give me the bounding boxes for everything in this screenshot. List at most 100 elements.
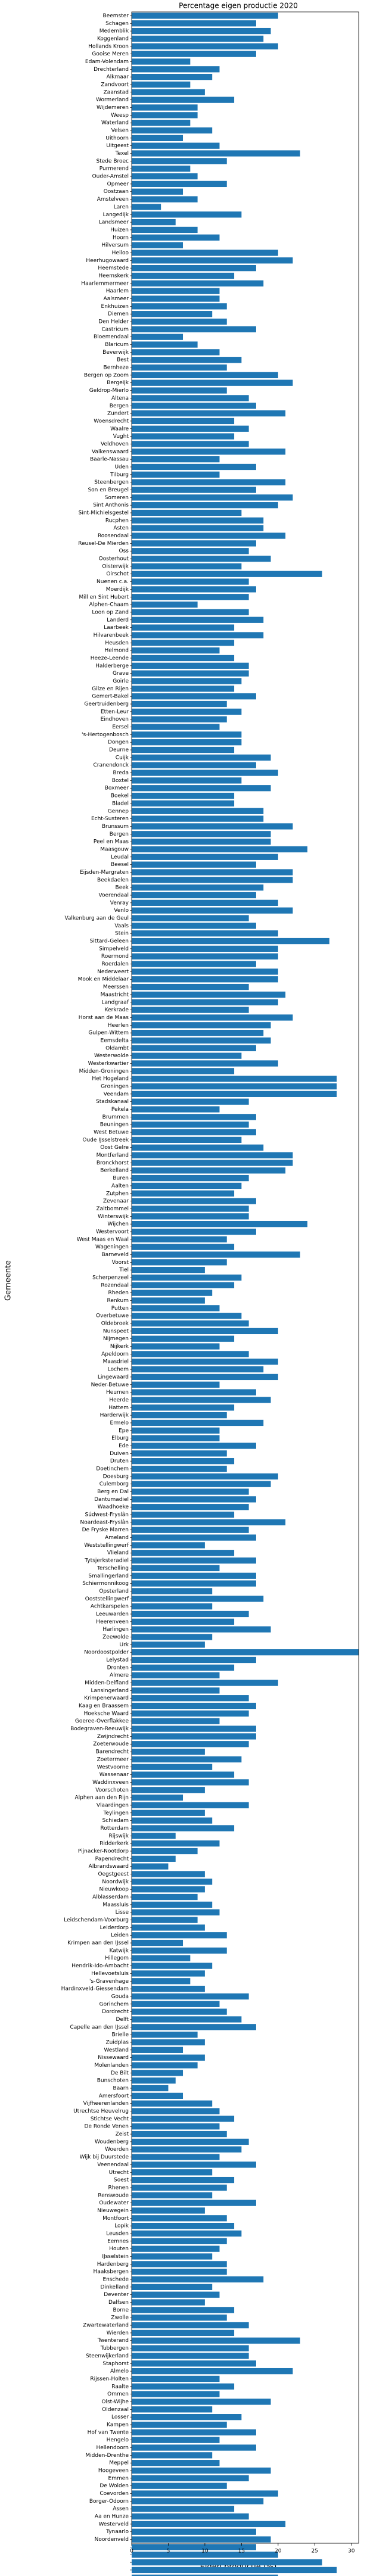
bar	[132, 318, 227, 325]
bar	[132, 2437, 220, 2443]
y-tick-label: Zaanstad	[104, 89, 129, 95]
y-tick-label: Assen	[113, 2506, 129, 2512]
y-tick-label: Capelle aan den IJssel	[70, 2024, 129, 2030]
y-tick-label: Oldebroek	[101, 1321, 129, 1327]
bar	[132, 877, 293, 883]
bar	[132, 1725, 256, 1732]
y-tick-label: Hardinxveld-Giessendam	[61, 1986, 129, 1992]
y-tick-label: Gilze en Rijen	[92, 686, 129, 692]
bar	[132, 861, 256, 868]
y-tick-label: Weststellingwerf	[84, 1543, 129, 1549]
y-tick-label: Reusel-De Mierden	[78, 541, 129, 547]
bar	[132, 937, 329, 945]
bar	[132, 1970, 205, 1977]
bar	[132, 1879, 213, 1885]
bar	[132, 770, 278, 776]
bar	[132, 1565, 220, 1572]
bar	[132, 2482, 227, 2489]
bar	[132, 731, 242, 738]
y-tick-label: Aalsmeer	[104, 296, 129, 302]
bar	[132, 884, 264, 891]
bar	[132, 2054, 205, 2061]
y-tick-label: Delft	[116, 2017, 129, 2023]
y-tick-label: Heiloo	[112, 250, 129, 256]
bar	[132, 2513, 249, 2520]
bar	[132, 1182, 242, 1189]
bar	[132, 265, 256, 272]
bar	[132, 1473, 278, 1479]
y-tick-label: Schagen	[105, 21, 129, 27]
y-tick-label: Meerssen	[103, 985, 129, 990]
bar	[132, 609, 249, 616]
bar	[132, 1244, 235, 1250]
bar	[132, 1748, 205, 1755]
y-tick-label: Vught	[113, 434, 129, 440]
bar	[132, 2230, 242, 2237]
y-tick-label: Groningen	[101, 1084, 129, 1090]
y-tick-label: Vlaardingen	[97, 1802, 129, 1808]
y-tick-label: Alkmaar	[107, 74, 129, 80]
bar	[132, 2559, 322, 2566]
y-tick-label: Noordoostpolder	[84, 1650, 129, 1656]
y-tick-label: Gouda	[111, 1993, 129, 1999]
y-tick-label: Tytsjerksteradiel	[84, 1558, 129, 1564]
bar	[132, 2192, 213, 2198]
y-tick-label: Pijnacker-Nootdorp	[78, 1848, 129, 1854]
y-tick-label: Hendrik-Ido-Ambacht	[71, 1963, 129, 1969]
bar	[132, 456, 220, 463]
y-tick-label: Bloemendaal	[94, 334, 129, 340]
y-tick-label: Maasgouw	[100, 846, 129, 852]
bar	[132, 1419, 264, 1426]
bar	[132, 2176, 235, 2183]
bar	[132, 1741, 249, 1748]
bar	[132, 51, 256, 57]
bar	[132, 854, 278, 860]
bar	[132, 1809, 205, 1816]
bar	[132, 2521, 286, 2528]
y-tick-label: Hellevoetsluis	[91, 1971, 129, 1977]
bar	[132, 1771, 235, 1778]
bar	[132, 1580, 256, 1587]
y-tick-label: Velsen	[111, 128, 129, 134]
y-tick-label: Halderberge	[95, 663, 129, 669]
bar	[132, 1274, 242, 1281]
y-tick-label: Zwolle	[111, 2315, 129, 2321]
y-tick-label: Brielle	[112, 2032, 129, 2038]
bar	[132, 2345, 249, 2351]
y-tick-label: Tilburg	[110, 472, 129, 478]
bar	[132, 272, 235, 279]
y-tick-label: Mill en Sint Hubert	[79, 594, 129, 600]
y-tick-label: Voorschoten	[95, 1787, 129, 1793]
bar	[132, 1328, 278, 1335]
bar	[132, 341, 198, 348]
y-tick-label: Krimpenerwaard	[84, 1696, 129, 1702]
y-tick-label: Heerenveen	[96, 1619, 129, 1625]
y-tick-label: Nederweert	[97, 969, 129, 975]
y-tick-label: Heerlen	[108, 1023, 129, 1029]
bar	[132, 66, 220, 73]
bar	[132, 326, 256, 332]
y-tick-label: Wageningen	[95, 1244, 129, 1250]
y-tick-label: Woensdrecht	[94, 418, 129, 424]
bar	[132, 43, 278, 49]
y-tick-label: Molenlanden	[94, 2063, 129, 2069]
y-tick-label: Oirschot	[106, 571, 129, 577]
y-tick-label: Beuningen	[100, 1122, 129, 1128]
bar	[132, 2154, 220, 2160]
bar	[132, 2269, 227, 2275]
y-tick-label: Drechterland	[94, 67, 129, 73]
y-tick-label: Maassluis	[102, 1902, 129, 1908]
bar	[132, 991, 286, 998]
bar	[132, 494, 293, 501]
y-tick-label: Woudenberg	[95, 2139, 129, 2145]
y-tick-label: Zoeterwoude	[93, 1742, 129, 1748]
y-tick-label: Opsterland	[99, 1588, 129, 1594]
bar	[132, 2207, 205, 2214]
bar	[132, 1167, 286, 1174]
y-tick-label: Emmen	[108, 2475, 129, 2481]
bar	[132, 1833, 176, 1839]
y-tick-label: Mook en Middelaar	[78, 977, 129, 983]
bar	[132, 334, 184, 340]
y-tick-label: Texel	[115, 151, 129, 157]
y-tick-label: Hengelo	[107, 2437, 129, 2443]
